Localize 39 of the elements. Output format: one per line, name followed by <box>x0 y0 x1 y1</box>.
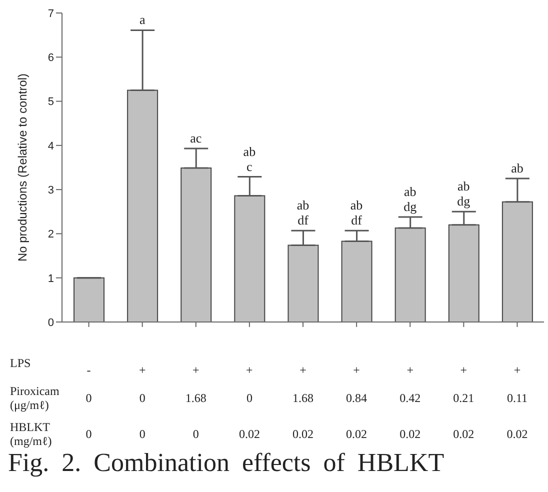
annotation: a <box>139 12 146 28</box>
annotation: ab <box>511 160 524 176</box>
text: HBLKT (mg/mℓ) <box>10 420 52 448</box>
annotation: ab df <box>350 198 363 228</box>
bar <box>341 240 372 322</box>
y-axis-title: No productions (Relative to control) <box>15 73 30 262</box>
bar <box>288 244 319 322</box>
y-tick-label: 6 <box>48 52 54 64</box>
category-label: + 1.68 0 <box>185 363 206 441</box>
category-label: + 1.68 0.02 <box>292 363 314 441</box>
y-tick-label: 3 <box>48 184 54 196</box>
annotation: ab df <box>296 198 310 228</box>
annotation: ab dg <box>404 184 418 214</box>
y-tick-label: 2 <box>48 228 54 241</box>
y-tick-label: 7 <box>48 8 54 20</box>
category-label: + 0.84 0.02 <box>346 363 368 441</box>
y-tick-label: 1 <box>48 272 54 285</box>
y-tick-label: 5 <box>48 96 54 108</box>
y-tick-label: 0 <box>48 316 54 329</box>
caption: Fig. 2. Combination effects of HBLKT <box>8 448 444 478</box>
bar <box>74 277 104 322</box>
annotation: ac <box>190 130 202 146</box>
category-label: - 0 0 <box>86 363 92 441</box>
bar <box>127 90 158 322</box>
category-label: + 0 0.02 <box>238 363 260 441</box>
text: LPS <box>10 356 31 370</box>
bar <box>234 195 266 322</box>
category-label: + 0 0 <box>138 363 146 441</box>
bar <box>180 167 212 322</box>
bar <box>502 201 533 322</box>
category-label: + 0.11 0.02 <box>506 363 528 441</box>
annotation: ab dg <box>457 178 471 209</box>
category-label: + 0.21 0.02 <box>453 363 474 441</box>
y-tick-label: 4 <box>48 140 54 152</box>
bar <box>394 227 426 322</box>
text: Piroxicam (μg/mℓ) <box>10 384 60 412</box>
annotation: ab c <box>243 144 256 174</box>
category-label: + 0.42 0.02 <box>400 363 421 441</box>
bar <box>448 224 480 322</box>
